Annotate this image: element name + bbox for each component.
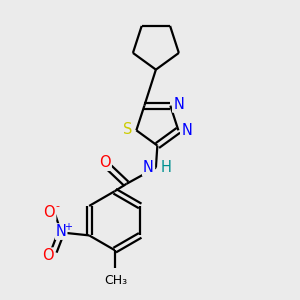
Text: O: O	[99, 155, 111, 170]
Text: -: -	[56, 201, 60, 211]
Text: N: N	[173, 97, 184, 112]
Text: N: N	[143, 160, 154, 175]
Text: O: O	[44, 205, 55, 220]
Text: H: H	[160, 160, 171, 175]
Text: S: S	[123, 122, 133, 137]
Text: N: N	[56, 224, 67, 239]
Text: N: N	[181, 123, 192, 138]
Text: CH₃: CH₃	[105, 274, 128, 287]
Text: O: O	[42, 248, 54, 263]
Text: +: +	[64, 222, 72, 232]
